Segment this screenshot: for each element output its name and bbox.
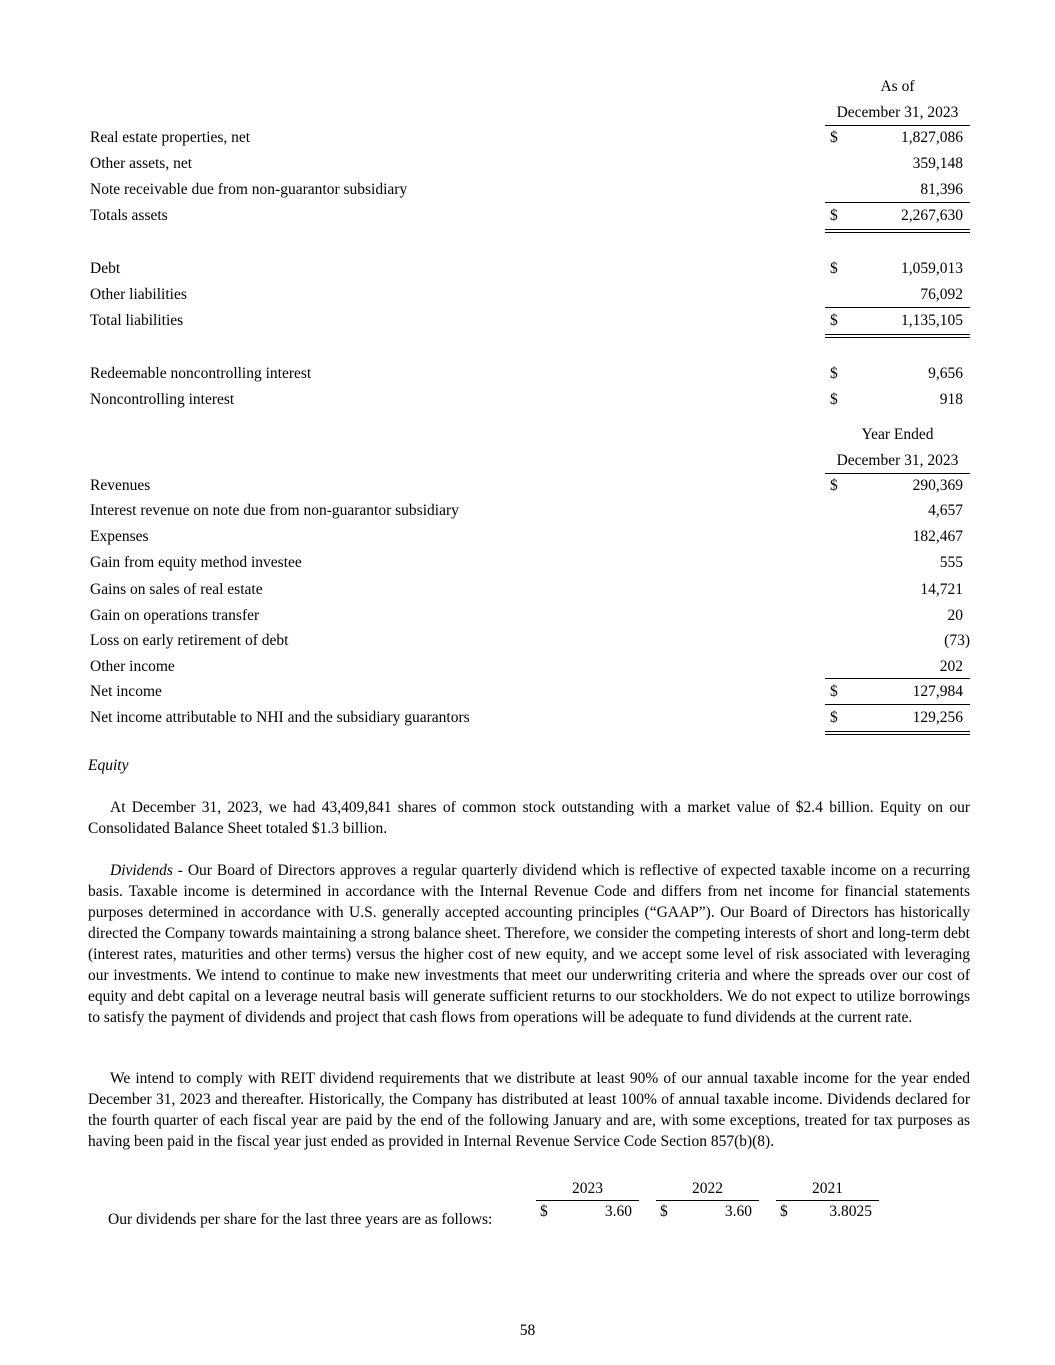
table-row: Note receivable due from non-guarantor s…	[90, 178, 970, 202]
dividend-year: 2021	[776, 1178, 879, 1201]
balance-header-date: December 31, 2023	[825, 101, 970, 126]
page-number: 58	[519, 1322, 536, 1339]
row-label: Noncontrolling interest	[90, 391, 235, 408]
reit-paragraph: We intend to comply with REIT dividend r…	[88, 1068, 970, 1152]
dividend-value: 3.60	[604, 1203, 632, 1220]
table-row: Loss on early retirement of debt (73)	[90, 629, 970, 653]
row-label: Gain on operations transfer	[90, 607, 260, 624]
row-value: 202	[939, 658, 963, 675]
dividend-value: 3.8025	[829, 1203, 872, 1220]
dividend-year: 2022	[656, 1178, 759, 1201]
equity-paragraph-text: At December 31, 2023, we had 43,409,841 …	[88, 799, 970, 837]
row-label: Expenses	[90, 528, 149, 545]
dividend-value: 3.60	[724, 1203, 752, 1220]
row-currency: $	[830, 683, 838, 700]
row-value: 555	[939, 554, 963, 571]
dividends-lead: Dividends	[110, 862, 173, 879]
row-label: Debt	[90, 260, 121, 277]
equity-paragraph: At December 31, 2023, we had 43,409,841 …	[88, 797, 970, 839]
row-value: 359,148	[912, 155, 963, 172]
row-currency: $	[830, 477, 838, 494]
row-value: 2,267,630	[901, 207, 963, 224]
table-row: Interest revenue on note due from non-gu…	[90, 499, 970, 523]
table-row: Real estate properties, net $1,827,086	[90, 126, 970, 150]
row-value: 918	[939, 391, 963, 408]
table-row: Gain from equity method investee 555	[90, 551, 970, 575]
table-row: Other liabilities 76,092	[90, 283, 970, 307]
row-value: 81,396	[920, 181, 963, 198]
table-row: Expenses 182,467	[90, 525, 970, 549]
table-row: Redeemable noncontrolling interest $9,656	[90, 362, 970, 386]
table-row: Gains on sales of real estate 14,721	[90, 578, 970, 602]
row-value: 127,984	[912, 683, 963, 700]
row-label: Interest revenue on note due from non-gu…	[90, 502, 459, 519]
row-label: Note receivable due from non-guarantor s…	[90, 181, 408, 198]
row-currency: $	[830, 129, 838, 146]
dividend-year: 2023	[536, 1178, 639, 1201]
row-value: 129,256	[912, 709, 963, 726]
row-label: Redeemable noncontrolling interest	[90, 365, 312, 382]
dividend-currency: $	[660, 1203, 668, 1220]
row-label: Net income attributable to NHI and the s…	[90, 709, 470, 726]
table-row: Gain on operations transfer 20	[90, 604, 970, 628]
row-label: Totals assets	[90, 207, 168, 224]
row-value: 4,657	[928, 502, 963, 519]
row-label: Gains on sales of real estate	[90, 581, 263, 598]
table-row: Noncontrolling interest $918	[90, 388, 970, 412]
row-label: Other liabilities	[90, 286, 187, 303]
row-value: 14,721	[920, 581, 963, 598]
table-row: Total liabilities $1,135,105	[90, 307, 970, 338]
balance-header-as-of: As of	[880, 78, 915, 95]
row-value: 9,656	[928, 365, 963, 382]
row-label: Loss on early retirement of debt	[90, 632, 289, 649]
row-currency: $	[830, 207, 838, 224]
row-currency: $	[830, 365, 838, 382]
row-currency: $	[830, 709, 838, 726]
table-row: Net income $127,984	[90, 678, 970, 704]
row-value: 182,467	[912, 528, 963, 545]
row-value: 20	[947, 607, 964, 624]
row-value: 1,135,105	[901, 312, 963, 329]
row-value: 1,059,013	[901, 260, 963, 277]
table-row: Other assets, net 359,148	[90, 152, 970, 176]
table-row: Net income attributable to NHI and the s…	[90, 704, 970, 735]
row-label: Gain from equity method investee	[90, 554, 302, 571]
row-label: Net income	[90, 683, 162, 700]
equity-heading: Equity	[88, 757, 129, 774]
dividends-label: Our dividends per share for the last thr…	[108, 1211, 493, 1228]
row-value: (73)	[944, 632, 970, 649]
row-currency: $	[830, 312, 838, 329]
table-row: Totals assets $2,267,630	[90, 202, 970, 233]
table-row: Other income 202	[90, 655, 970, 679]
dividend-currency: $	[780, 1203, 788, 1220]
row-value: 290,369	[912, 477, 963, 494]
row-value: 1,827,086	[901, 129, 963, 146]
row-label: Revenues	[90, 477, 151, 494]
dividends-paragraph: Dividends - Our Board of Directors appro…	[88, 860, 970, 1028]
table-row: Revenues $290,369	[90, 474, 970, 498]
income-header-year-ended: Year Ended	[861, 426, 934, 443]
table-row: Debt $1,059,013	[90, 257, 970, 281]
row-label: Real estate properties, net	[90, 129, 251, 146]
dividend-currency: $	[540, 1203, 548, 1220]
income-header-date: December 31, 2023	[825, 449, 970, 474]
row-currency: $	[830, 391, 838, 408]
row-label: Total liabilities	[90, 312, 184, 329]
row-currency: $	[830, 260, 838, 277]
row-value: 76,092	[920, 286, 963, 303]
row-label: Other assets, net	[90, 155, 193, 172]
dividends-paragraph-text: - Our Board of Directors approves a regu…	[88, 862, 970, 1026]
row-label: Other income	[90, 658, 175, 675]
reit-paragraph-text: We intend to comply with REIT dividend r…	[88, 1070, 970, 1150]
